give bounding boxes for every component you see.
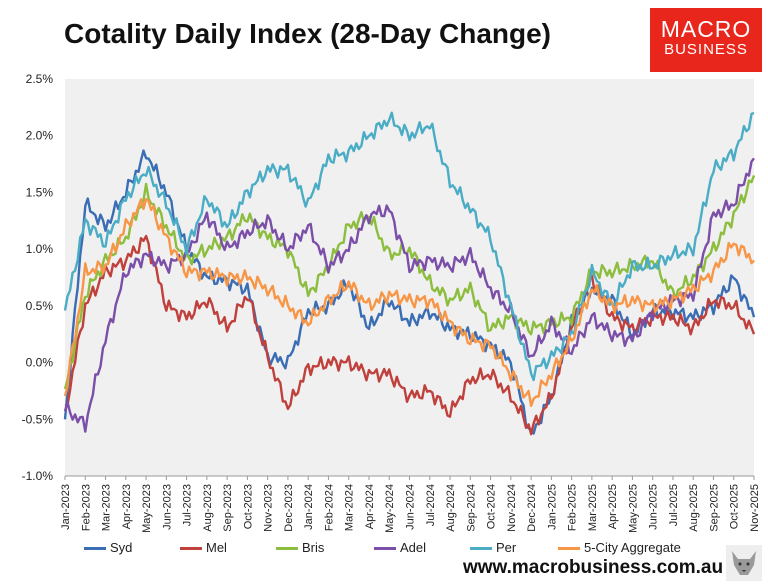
x-tick-label: Jul-2025 bbox=[668, 484, 680, 526]
y-tick-label: -0.5% bbox=[22, 412, 54, 426]
series-line-per bbox=[63, 111, 755, 382]
x-tick-label: Jun-2025 bbox=[648, 484, 660, 530]
x-tick-label: Sep-2023 bbox=[222, 484, 234, 532]
y-tick-label: 2.5% bbox=[26, 72, 54, 86]
x-tick-label: Nov-2023 bbox=[263, 484, 275, 532]
legend-swatch bbox=[180, 547, 202, 551]
legend-item: Adel bbox=[374, 540, 426, 555]
x-tick-label: Apr-2023 bbox=[121, 484, 133, 529]
legend-swatch bbox=[374, 547, 396, 551]
wolf-logo-icon bbox=[726, 545, 762, 581]
x-axis: Jan-2023 Feb-2023 Mar-2023 Apr-2023 May-2023… bbox=[60, 475, 761, 533]
legend-swatch bbox=[84, 547, 106, 551]
chart-title: Cotality Daily Index (28-Day Change) bbox=[64, 18, 552, 49]
website-url: www.macrobusiness.com.au bbox=[463, 557, 724, 578]
legend: Syd Mel Bris Adel Per 5-City Aggregate bbox=[84, 540, 724, 560]
x-tick-label: Nov-2025 bbox=[749, 484, 761, 532]
x-tick-label: Jun-2024 bbox=[405, 484, 417, 530]
x-tick-label: Jul-2023 bbox=[182, 484, 194, 526]
y-tick-label: -1.0% bbox=[22, 469, 54, 483]
y-tick-label: 0.0% bbox=[26, 356, 54, 370]
legend-swatch bbox=[558, 547, 580, 551]
x-tick-label: Sep-2024 bbox=[465, 484, 477, 532]
legend-label: Bris bbox=[302, 540, 325, 555]
series-lines bbox=[63, 111, 756, 436]
x-tick-label: May-2025 bbox=[627, 484, 639, 533]
legend-item: Per bbox=[470, 540, 516, 555]
x-tick-label: Jan-2024 bbox=[303, 484, 315, 530]
legend-label: Syd bbox=[110, 540, 133, 555]
x-tick-label: Jul-2024 bbox=[425, 484, 437, 526]
x-tick-label: Dec-2023 bbox=[283, 484, 295, 532]
legend-label: Adel bbox=[400, 540, 427, 555]
x-tick-label: Aug-2023 bbox=[202, 484, 214, 532]
y-tick-label: 1.5% bbox=[26, 185, 54, 199]
legend-item: 5-City Aggregate bbox=[558, 540, 681, 555]
series-line-5-city-aggregate bbox=[63, 197, 755, 407]
x-tick-label: Oct-2025 bbox=[729, 484, 741, 529]
series-line-mel bbox=[64, 234, 756, 436]
x-tick-label: Nov-2024 bbox=[506, 484, 518, 532]
legend-item: Mel bbox=[180, 540, 227, 555]
x-tick-label: Dec-2024 bbox=[526, 484, 538, 532]
x-tick-label: Oct-2024 bbox=[486, 484, 498, 529]
legend-label: Mel bbox=[206, 540, 227, 555]
logo-line-2: BUSINESS bbox=[664, 41, 748, 58]
x-tick-label: Feb-2023 bbox=[80, 484, 92, 531]
legend-swatch bbox=[276, 547, 298, 551]
x-tick-label: Feb-2024 bbox=[323, 484, 335, 531]
logo-line-1: MACRO bbox=[660, 16, 752, 42]
x-tick-label: Jan-2025 bbox=[546, 484, 558, 530]
x-tick-label: Aug-2024 bbox=[445, 484, 457, 532]
y-tick-label: 2.0% bbox=[26, 129, 54, 143]
x-tick-label: Aug-2025 bbox=[688, 484, 700, 532]
x-tick-label: Jun-2023 bbox=[161, 484, 173, 530]
x-tick-label: Jan-2023 bbox=[60, 484, 72, 530]
legend-item: Syd bbox=[84, 540, 132, 555]
x-tick-label: Feb-2025 bbox=[567, 484, 579, 531]
x-tick-label: Oct-2023 bbox=[242, 484, 254, 529]
legend-swatch bbox=[470, 547, 492, 551]
y-axis: -1.0% -0.5% 0.0% 0.5% 1.0% 1.5% 2.0% 2.5% bbox=[22, 72, 54, 483]
plot-area bbox=[65, 79, 754, 476]
y-tick-label: 1.0% bbox=[26, 242, 54, 256]
x-tick-label: Apr-2025 bbox=[607, 484, 619, 529]
y-tick-label: 0.5% bbox=[26, 299, 54, 313]
x-tick-label: May-2024 bbox=[384, 484, 396, 533]
legend-item: Bris bbox=[276, 540, 324, 555]
x-tick-label: Apr-2024 bbox=[364, 484, 376, 529]
x-tick-label: Mar-2023 bbox=[101, 484, 113, 531]
x-tick-label: May-2023 bbox=[141, 484, 153, 533]
x-tick-label: Sep-2025 bbox=[708, 484, 720, 532]
x-tick-label: Mar-2024 bbox=[344, 484, 356, 531]
macrobusiness-logo: MACRO BUSINESS bbox=[650, 8, 762, 72]
legend-label: 5-City Aggregate bbox=[584, 540, 681, 555]
x-tick-label: Mar-2025 bbox=[587, 484, 599, 531]
legend-label: Per bbox=[496, 540, 517, 555]
